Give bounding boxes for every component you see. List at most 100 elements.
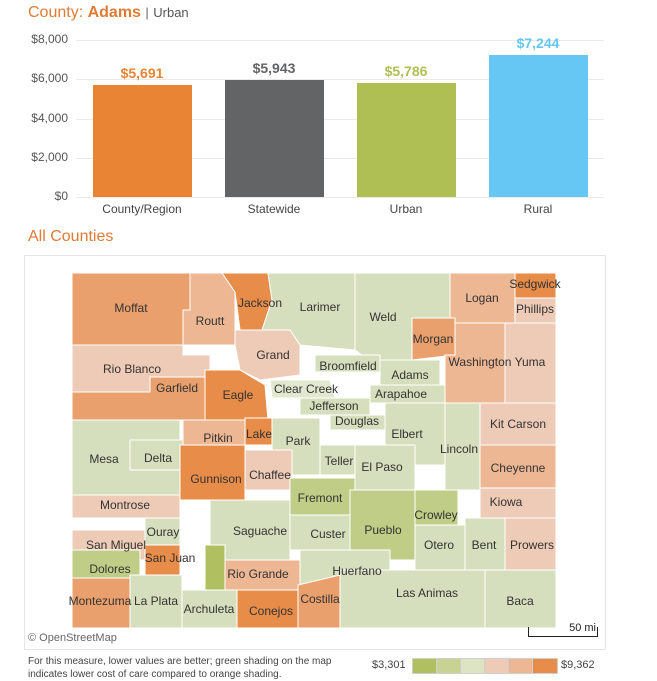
county-label: Pueblo [364,523,402,537]
county-label: Archuleta [184,602,235,616]
county-label: Las Animas [396,586,458,600]
county-label: Bent [472,538,497,552]
bar-value-label: $5,786 [384,63,428,80]
header-separator: | [145,5,149,20]
county-region-alamosa[interactable] [204,544,226,591]
county-label: Park [286,434,312,448]
county-label: Custer [310,527,345,541]
county-label: Rio Blanco [103,362,161,376]
x-tick-label: Statewide [247,202,301,216]
county-label: Baca [506,594,534,608]
bar-county-region[interactable] [92,85,192,197]
legend-swatch [436,658,462,674]
scale-bar [528,627,598,637]
all-counties-title: All Counties [28,228,114,245]
county-label: Dolores [89,562,130,576]
bar-value-label: $5,943 [252,60,296,77]
county-label: Otero [424,538,454,552]
county-label: Ouray [147,525,180,539]
county-label: Montezuma [69,594,132,608]
gridline [76,118,604,120]
county-label: Logan [465,291,498,305]
county-label: Rio Grande [227,567,289,581]
county-label: Fremont [298,491,343,505]
county-label: Eagle [223,388,254,402]
county-label: Jefferson [309,399,358,413]
bar-rural[interactable] [488,54,588,197]
county-label: Arapahoe [375,387,427,401]
map-frame[interactable] [24,255,606,650]
county-label: Conejos [249,604,293,618]
county-label: Kit Carson [490,417,546,431]
bar-value-label: $5,691 [120,65,164,82]
county-label: Larimer [300,300,341,314]
county-label: Garfield [156,381,198,395]
legend-swatch [484,658,510,674]
bar-value-label: $7,244 [516,34,560,51]
county-label: County: [28,4,84,21]
county-label: Broomfield [319,359,376,373]
gridline [76,40,604,41]
county-label: Adams [391,368,428,382]
gridline [76,197,604,198]
county-label: Elbert [391,427,423,441]
county-label: Cheyenne [491,461,546,475]
x-tick-label: Urban [389,202,423,216]
gridline [76,157,604,159]
county-label: Kiowa [490,495,523,509]
county-label: Delta [144,451,172,465]
county-label: Prowers [510,538,554,552]
y-tick-label: $0 [54,189,68,203]
county-region-eagle[interactable] [204,369,269,421]
scale-label: 50 mi [569,622,596,634]
legend-swatch [460,658,486,674]
county-label: Weld [369,310,396,324]
county-region-baca[interactable] [484,569,557,629]
county-label: Saguache [233,524,287,538]
legend-swatch [532,658,558,674]
county-header: County: Adams | Urban [28,4,189,22]
county-name[interactable]: Adams [87,4,141,21]
county-label: Costilla [300,592,340,606]
x-tick-label: Rural [523,202,553,216]
county-label: Yuma [515,355,546,369]
gridline [76,79,604,81]
area-type: Urban [153,5,189,20]
legend-note: For this measure, lower values are bette… [28,656,332,680]
legend-low-value: $3,301 [372,659,406,671]
county-label: Mesa [89,452,119,466]
county-label: San Juan [145,551,196,565]
county-label: Lake [246,427,272,441]
county-label: Montrose [100,498,150,512]
y-tick-label: $4,000 [31,110,68,125]
county-region-routt[interactable] [182,272,236,346]
county-label: El Paso [361,460,403,474]
county-label: Moffat [114,301,148,315]
y-tick-label: $6,000 [31,71,68,86]
county-label: Pitkin [203,431,232,445]
osm-attribution[interactable]: © OpenStreetMap [28,632,117,644]
county-label: San Miguel [86,538,146,552]
bar-statewide[interactable] [224,80,324,197]
county-label: Teller [325,454,354,468]
county-label: La Plata [134,594,178,608]
x-tick-label: County/Region [102,202,182,216]
county-label: Phillips [516,302,554,316]
county-region-grand[interactable] [234,329,301,381]
county-label: Grand [256,348,289,362]
county-label: Douglas [335,414,379,428]
county-label: Washington [449,355,512,369]
county-label: Sedgwick [509,277,561,291]
county-label: Crowley [414,508,457,522]
county-label: Lincoln [440,442,478,456]
legend-swatch [412,658,438,674]
legend-high-value: $9,362 [561,659,595,671]
y-tick-label: $8,000 [31,32,68,46]
bar-urban[interactable] [356,83,456,197]
county-label: Routt [196,314,225,328]
county-label: Clear Creek [274,382,339,396]
county-label: Chaffee [249,468,291,482]
legend-swatch [508,658,534,674]
county-label: Morgan [413,332,454,346]
